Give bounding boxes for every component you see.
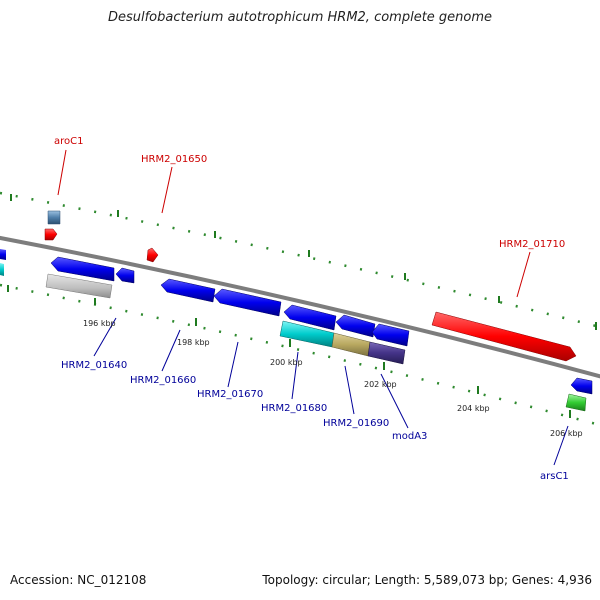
gene-label-HRM2_01660[interactable]: HRM2_01660 — [130, 375, 196, 386]
scale-label-206: 206 kbp — [550, 429, 583, 438]
label-connectors — [57, 149, 569, 466]
gene-label-HRM2_01680[interactable]: HRM2_01680 — [261, 403, 327, 414]
major-ticks — [7, 194, 597, 418]
genome-backbone — [0, 235, 600, 379]
gene-label-modA3[interactable]: modA3 — [392, 431, 427, 442]
gene-label-HRM2_01710[interactable]: HRM2_01710 — [499, 239, 565, 250]
reverse-tick-track — [0, 283, 600, 427]
feature-gray[interactable] — [45, 273, 113, 299]
gene-label-HRM2_01640[interactable]: HRM2_01640 — [61, 360, 127, 371]
feature-blue-d[interactable] — [335, 314, 376, 338]
feature-HRM2_01640[interactable] — [50, 256, 115, 282]
feature-edge-blue[interactable] — [0, 249, 6, 260]
feature-HRM2_01650[interactable] — [146, 247, 159, 263]
feature-blue-c[interactable] — [283, 304, 337, 331]
feature-forward-blue-small[interactable] — [47, 210, 61, 225]
gene-label-HRM2_01670[interactable]: HRM2_01670 — [197, 389, 263, 400]
feature-HRM2_01710[interactable] — [431, 311, 577, 362]
feature-edge-cyan[interactable] — [0, 263, 4, 276]
scale-label-198: 198 kbp — [177, 338, 210, 347]
accession-text: Accession: NC_012108 — [10, 573, 147, 587]
feature-arsC1[interactable] — [565, 393, 587, 412]
scale-label-202: 202 kbp — [364, 380, 397, 389]
feature-blue-f[interactable] — [570, 377, 593, 395]
feature-aroC1[interactable] — [44, 228, 58, 241]
scale-label-196: 196 kbp — [83, 319, 116, 328]
forward-tick-track — [0, 191, 600, 329]
feature-HRM2_01690[interactable] — [331, 332, 371, 357]
feature-blue-e[interactable] — [371, 323, 410, 347]
gene-label-arsC1[interactable]: arsC1 — [540, 471, 569, 482]
scale-label-204: 204 kbp — [457, 404, 490, 413]
gene-label-HRM2_01650[interactable]: HRM2_01650 — [141, 154, 207, 165]
feature-blue-small-b[interactable] — [115, 267, 135, 284]
scale-label-200: 200 kbp — [270, 358, 303, 367]
gene-label-HRM2_01690[interactable]: HRM2_01690 — [323, 418, 389, 429]
feature-modA3[interactable] — [367, 341, 406, 365]
feature-HRM2_01660[interactable] — [160, 278, 216, 303]
map-title: Desulfobacterium autotrophicum HRM2, com… — [107, 10, 493, 25]
feature-HRM2_01670[interactable] — [213, 288, 282, 317]
genome-summary-text: Topology: circular; Length: 5,589,073 bp… — [262, 573, 592, 587]
gene-label-aroC1[interactable]: aroC1 — [54, 136, 83, 147]
